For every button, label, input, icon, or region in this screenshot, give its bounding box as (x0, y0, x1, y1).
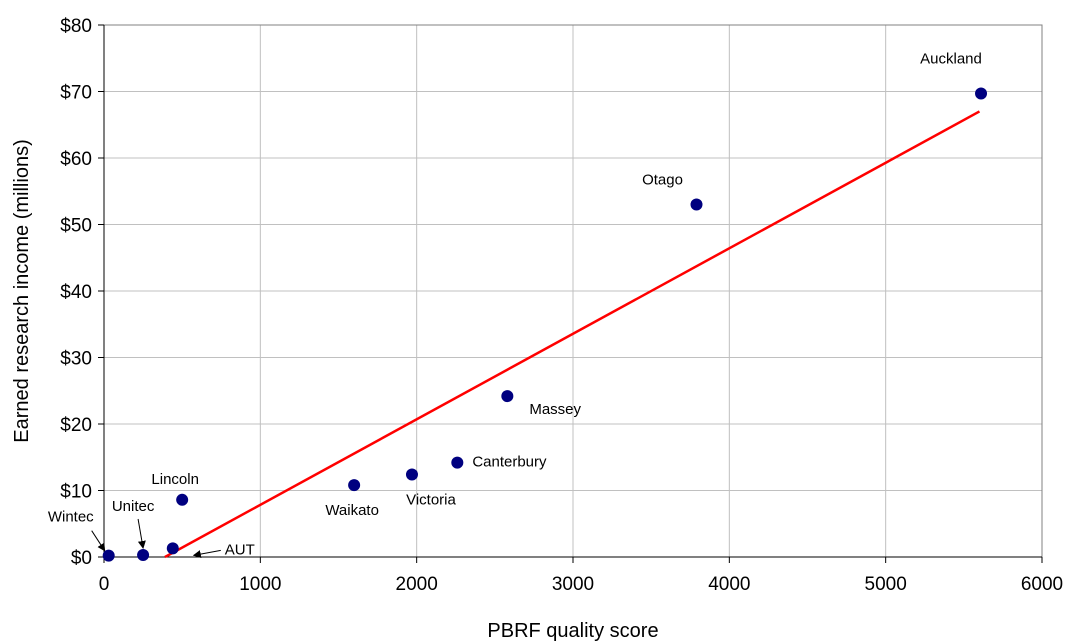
data-point (451, 456, 464, 469)
x-tick-label: 3000 (552, 574, 594, 595)
gridlines (104, 24, 1043, 557)
point-label: Lincoln (151, 471, 199, 488)
point-labels: Wintec Unitec AUT Lincoln Waikato Victoria Can… (48, 50, 982, 558)
y-tick-labels: $0 $10 $20 $30 $40 $50 $60 $70 $80 (60, 16, 92, 569)
y-tick-label: $70 (60, 83, 92, 104)
x-tick-label: 0 (99, 574, 110, 595)
point-label: Wintec (48, 509, 94, 526)
point-label: Waikato (325, 502, 379, 519)
x-tick-label: 6000 (1021, 574, 1063, 595)
y-tick-label: $0 (71, 548, 92, 569)
y-tick-label: $80 (60, 16, 92, 37)
point-label: Otago (642, 172, 683, 189)
point-label: AUT (225, 541, 255, 558)
x-tick-label: 1000 (239, 574, 281, 595)
point-label: Auckland (920, 50, 982, 67)
annotation-arrow (192, 549, 221, 559)
y-tick-label: $30 (60, 349, 92, 370)
data-point (348, 479, 361, 492)
y-tick-label: $10 (60, 482, 92, 503)
x-axis-title: PBRF quality score (487, 620, 658, 642)
data-point (405, 468, 418, 481)
y-tick-label: $60 (60, 149, 92, 170)
data-point (501, 390, 514, 403)
point-label: Victoria (406, 492, 456, 509)
data-point (975, 87, 988, 100)
x-tick-label: 5000 (865, 574, 907, 595)
y-tick-label: $40 (60, 282, 92, 303)
data-point (166, 542, 179, 555)
x-tick-label: 2000 (396, 574, 438, 595)
annotation-arrow (137, 518, 146, 549)
data-point (102, 549, 115, 562)
axes (98, 24, 1043, 563)
x-tick-label: 4000 (708, 574, 750, 595)
y-tick-label: $50 (60, 216, 92, 237)
y-tick-label: $20 (60, 415, 92, 436)
x-tick-labels: 0 1000 2000 3000 4000 5000 6000 (99, 574, 1063, 595)
annotation-arrow (91, 530, 106, 552)
annotation-arrows (91, 518, 221, 559)
data-point (176, 493, 189, 506)
data-point (137, 549, 150, 562)
point-label: Massey (529, 401, 581, 418)
point-label: Canterbury (472, 454, 547, 471)
point-label: Unitec (112, 498, 155, 515)
data-point (690, 198, 703, 211)
y-axis-title: Earned research income (millions) (11, 139, 33, 442)
trendline (164, 110, 981, 559)
data-points (102, 87, 988, 562)
